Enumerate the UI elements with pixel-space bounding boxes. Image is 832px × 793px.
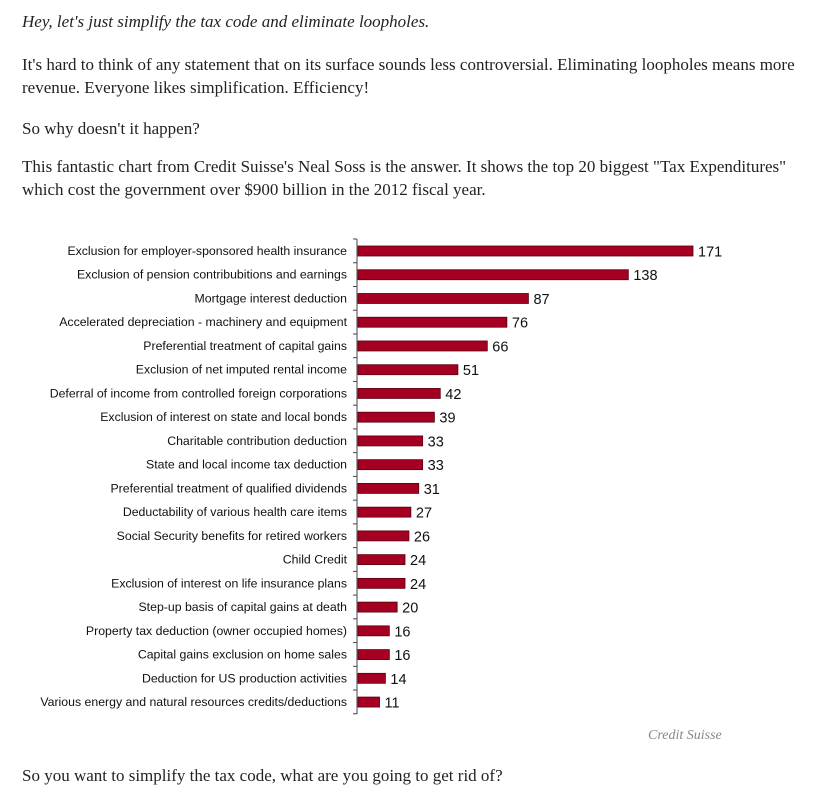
bar [357, 649, 390, 660]
category-label: Social Security benefits for retired wor… [117, 529, 347, 543]
category-label: Step-up basis of capital gains at death [138, 600, 347, 614]
tax-expenditures-chart: Exclusion for employer-sponsored health … [40, 238, 722, 715]
data-label: 11 [385, 696, 400, 712]
bar [357, 411, 435, 423]
bar [357, 340, 488, 352]
category-label: Exclusion of pension contribubitions and… [77, 268, 347, 282]
category-label: Preferential treatment of capital gains [143, 339, 347, 353]
bar [357, 364, 459, 376]
data-label: 14 [390, 672, 406, 688]
data-label: 76 [512, 316, 528, 332]
data-label: 27 [416, 506, 432, 522]
bar [357, 530, 410, 542]
bar [357, 625, 390, 637]
bar [357, 696, 380, 708]
category-label: Deductability of various health care ite… [123, 505, 347, 519]
bar [357, 459, 424, 471]
data-label: 26 [414, 529, 430, 545]
category-label: Mortgage interest deduction [195, 291, 348, 305]
data-label: 138 [633, 268, 657, 284]
data-label: 24 [410, 577, 426, 593]
category-label: Accelerated depreciation - machinery and… [59, 315, 347, 329]
closing-text: So you want to simplify the tax code, wh… [22, 766, 503, 785]
category-label: State and local income tax deduction [146, 458, 347, 472]
category-label: Exclusion of interest on life insurance … [111, 576, 347, 590]
data-label: 39 [439, 411, 455, 427]
category-label: Charitable contribution deduction [167, 434, 347, 448]
category-label: Child Credit [283, 553, 348, 567]
data-label: 42 [445, 387, 461, 403]
bar [357, 316, 508, 328]
chart-source: Credit Suisse [648, 728, 722, 743]
data-label: 171 [698, 245, 722, 261]
bar [357, 388, 441, 399]
data-label: 24 [410, 553, 426, 569]
category-label: Deduction for US production activities [142, 671, 347, 685]
category-label: Capital gains exclusion on home sales [138, 648, 347, 662]
data-label: 16 [394, 624, 410, 640]
paragraph-3: This fantastic chart from Credit Suisse'… [22, 157, 787, 199]
data-label: 87 [533, 292, 549, 308]
bar [357, 506, 412, 518]
bar [357, 554, 406, 566]
paragraph-1: It's hard to think of any statement that… [22, 55, 795, 97]
data-label: 66 [492, 339, 508, 355]
data-label: 16 [394, 648, 410, 664]
category-label: Exclusion of interest on state and local… [100, 410, 347, 424]
bar [357, 293, 529, 304]
bar [357, 435, 424, 447]
bar [357, 577, 406, 589]
category-label: Exclusion of net imputed rental income [136, 363, 347, 377]
bar [357, 601, 398, 613]
bar [357, 245, 694, 257]
data-label: 20 [402, 601, 418, 617]
category-label: Various energy and natural resources cre… [40, 695, 347, 709]
data-label: 33 [428, 434, 444, 450]
category-label: Property tax deduction (owner occupied h… [86, 624, 347, 638]
category-label: Deferral of income from controlled forei… [50, 386, 347, 400]
category-label: Preferential treatment of qualified divi… [110, 481, 347, 495]
bar [357, 672, 386, 684]
paragraph-2: So why doesn't it happen? [22, 119, 200, 138]
bar [357, 269, 629, 281]
bar [357, 482, 420, 494]
data-label: 31 [424, 482, 440, 498]
data-label: 33 [428, 458, 444, 474]
category-label: Exclusion for employer-sponsored health … [67, 244, 347, 258]
lead-text: Hey, let's just simplify the tax code an… [22, 12, 430, 31]
data-label: 51 [463, 363, 479, 379]
